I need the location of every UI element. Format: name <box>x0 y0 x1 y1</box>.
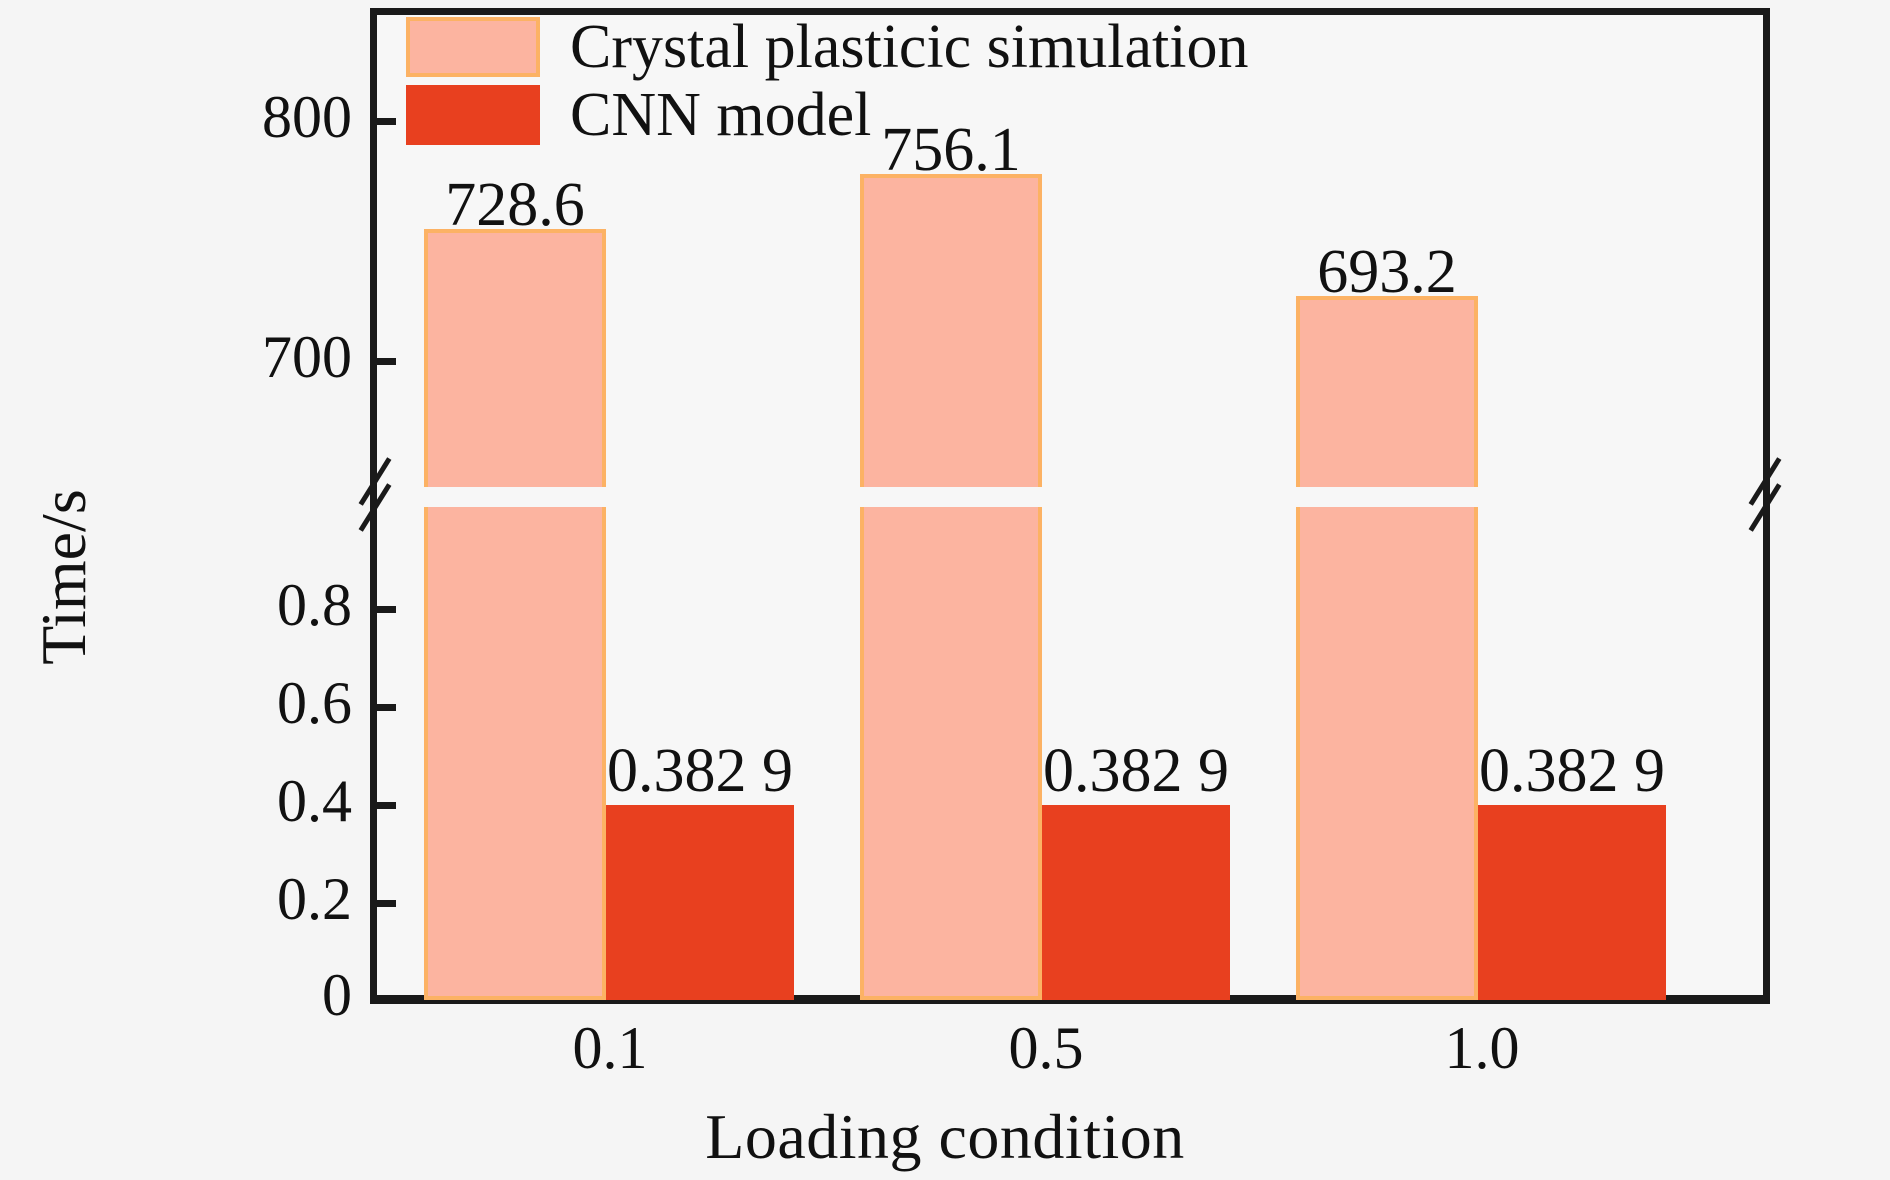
ytick-mark-0-8 <box>370 606 396 613</box>
value-label-cnn-2: 0.382 9 <box>1479 737 1665 805</box>
xtick-label-0: 0.1 <box>572 1015 648 1081</box>
ytick-mark-0-6 <box>370 704 396 711</box>
value-label-cp-0: 728.6 <box>445 171 585 239</box>
bar-cp-1-upper[interactable] <box>860 174 1042 504</box>
value-label-cp-2: 693.2 <box>1317 238 1457 306</box>
ytick-label-0: 0 <box>322 962 352 1028</box>
ytick-mark-0-2 <box>370 900 396 907</box>
value-label-cnn-1: 0.382 9 <box>1043 737 1229 805</box>
value-label-cnn-0: 0.382 9 <box>607 737 793 805</box>
value-label-cp-1: 756.1 <box>881 116 1021 184</box>
bar-cnn-0[interactable] <box>606 805 794 1000</box>
legend-swatch-icon-cp <box>406 17 540 77</box>
ytick-mark-0 <box>370 996 396 1003</box>
xtick-label-1: 0.5 <box>1008 1015 1084 1081</box>
ytick-label-800: 800 <box>262 84 352 150</box>
bar-cp-2-lower[interactable] <box>1296 500 1478 1000</box>
axis-break-band <box>377 487 1763 507</box>
bar-cnn-1[interactable] <box>1042 805 1230 1000</box>
legend-label-cp: Crystal plasticic simulation <box>570 13 1249 81</box>
legend-item-crystal-plasticic-simulation[interactable]: Crystal plasticic simulation <box>406 16 1248 78</box>
xtick-label-2: 1.0 <box>1444 1015 1520 1081</box>
bar-cp-0-upper[interactable] <box>424 229 606 504</box>
bar-cp-1-lower[interactable] <box>860 500 1042 1000</box>
ytick-mark-0-4 <box>370 802 396 809</box>
chart-legend: Crystal plasticic simulation CNN model <box>400 14 1254 154</box>
y-axis-title: Time/s <box>28 489 99 665</box>
ytick-label-0-2: 0.2 <box>277 866 352 932</box>
bar-cnn-2[interactable] <box>1478 805 1666 1000</box>
bar-cp-0-lower[interactable] <box>424 500 606 1000</box>
ytick-label-0-8: 0.8 <box>277 572 352 638</box>
legend-item-cnn-model[interactable]: CNN model <box>406 84 1248 146</box>
ytick-label-700: 700 <box>262 324 352 390</box>
ytick-label-0-4: 0.4 <box>277 768 352 834</box>
legend-swatch-icon-cnn <box>406 85 540 145</box>
legend-label-cnn: CNN model <box>570 81 872 149</box>
ytick-mark-800 <box>370 118 396 125</box>
x-axis-title: Loading condition <box>705 1101 1185 1172</box>
ytick-label-0-6: 0.6 <box>277 670 352 736</box>
bar-cp-2-upper[interactable] <box>1296 296 1478 504</box>
ytick-mark-700 <box>370 358 396 365</box>
